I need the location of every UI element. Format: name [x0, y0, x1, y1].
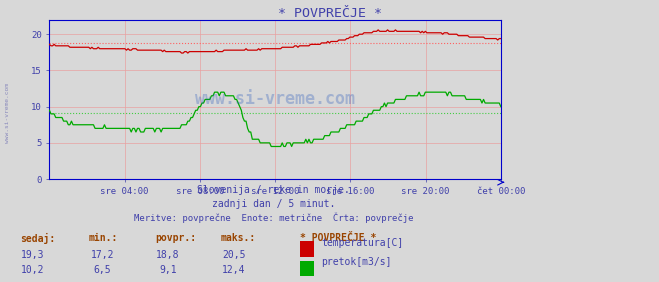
- Text: 10,2: 10,2: [21, 265, 45, 275]
- Text: 20,5: 20,5: [222, 250, 246, 259]
- Text: www.si-vreme.com: www.si-vreme.com: [5, 83, 11, 143]
- Text: povpr.:: povpr.:: [155, 233, 196, 243]
- Text: www.si-vreme.com: www.si-vreme.com: [195, 91, 355, 108]
- Text: pretok[m3/s]: pretok[m3/s]: [321, 257, 391, 266]
- Text: Meritve: povprečne  Enote: metrične  Črta: povprečje: Meritve: povprečne Enote: metrične Črta:…: [134, 213, 413, 223]
- Text: 12,4: 12,4: [222, 265, 246, 275]
- Text: 9,1: 9,1: [159, 265, 177, 275]
- Text: 6,5: 6,5: [94, 265, 111, 275]
- Text: sedaj:: sedaj:: [20, 233, 55, 244]
- Text: 19,3: 19,3: [21, 250, 45, 259]
- Text: 18,8: 18,8: [156, 250, 180, 259]
- Text: * POVPREČJE *: * POVPREČJE *: [300, 233, 376, 243]
- Text: maks.:: maks.:: [221, 233, 256, 243]
- Text: Slovenija / reke in morje.: Slovenija / reke in morje.: [197, 185, 350, 195]
- Text: temperatura[C]: temperatura[C]: [321, 238, 403, 248]
- Text: min.:: min.:: [89, 233, 119, 243]
- Text: zadnji dan / 5 minut.: zadnji dan / 5 minut.: [212, 199, 335, 209]
- Text: * POVPREČJE *: * POVPREČJE *: [277, 7, 382, 20]
- Text: 17,2: 17,2: [90, 250, 114, 259]
